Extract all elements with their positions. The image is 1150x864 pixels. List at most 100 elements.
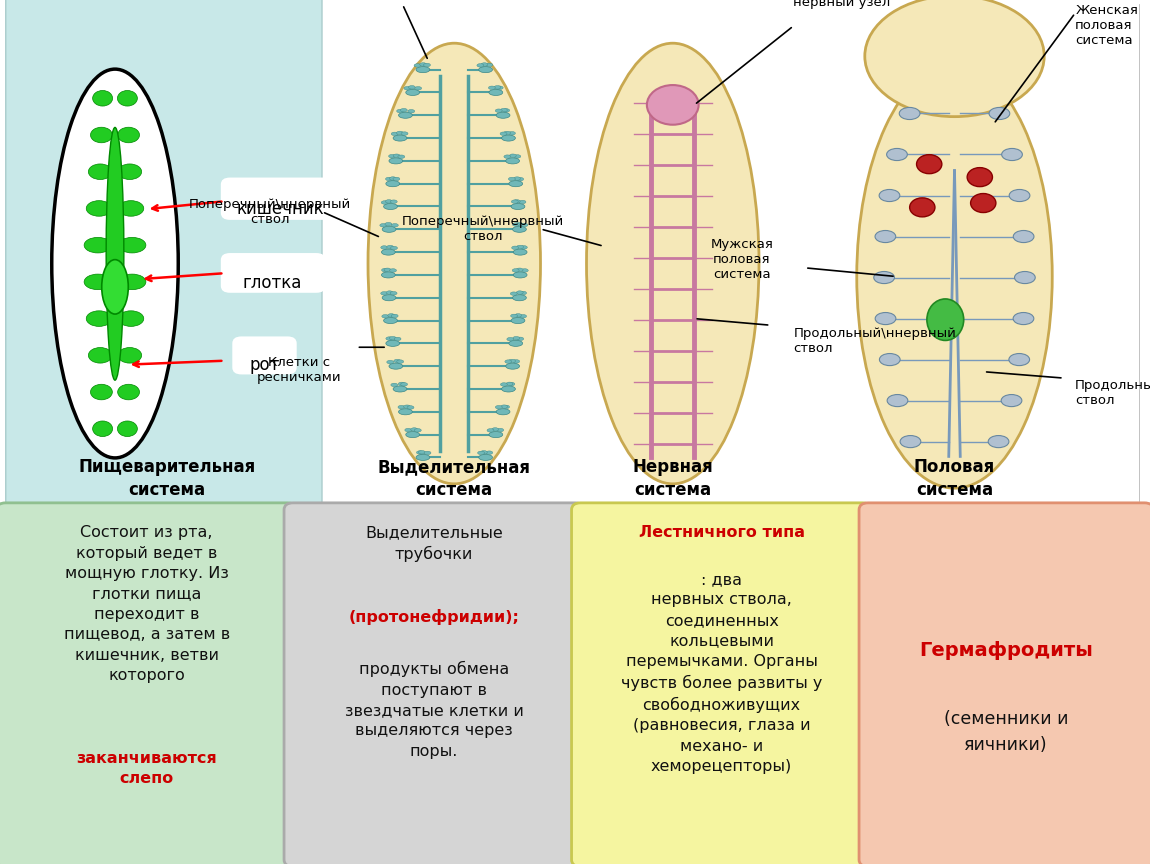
Ellipse shape bbox=[513, 200, 520, 203]
Ellipse shape bbox=[514, 177, 521, 181]
Ellipse shape bbox=[496, 109, 503, 112]
FancyBboxPatch shape bbox=[221, 253, 325, 293]
Ellipse shape bbox=[485, 63, 492, 67]
Ellipse shape bbox=[386, 181, 400, 187]
Ellipse shape bbox=[86, 311, 112, 327]
Ellipse shape bbox=[497, 86, 504, 90]
Text: Состоит из рта,
который ведет в
мощную глотку. Из
глотки пища
переходит в
пищево: Состоит из рта, который ведет в мощную г… bbox=[63, 525, 230, 683]
FancyBboxPatch shape bbox=[284, 503, 584, 864]
Ellipse shape bbox=[1002, 395, 1022, 407]
Ellipse shape bbox=[390, 200, 397, 203]
Ellipse shape bbox=[415, 86, 422, 90]
Ellipse shape bbox=[516, 337, 523, 340]
Ellipse shape bbox=[393, 154, 400, 157]
Ellipse shape bbox=[586, 43, 759, 484]
Ellipse shape bbox=[401, 132, 408, 136]
Ellipse shape bbox=[388, 314, 394, 317]
Ellipse shape bbox=[91, 384, 113, 400]
Ellipse shape bbox=[390, 291, 397, 295]
Ellipse shape bbox=[511, 314, 518, 318]
Ellipse shape bbox=[382, 269, 389, 272]
Ellipse shape bbox=[84, 238, 112, 253]
Ellipse shape bbox=[508, 359, 515, 363]
Ellipse shape bbox=[390, 177, 397, 181]
Ellipse shape bbox=[404, 86, 411, 90]
Text: рот: рот bbox=[250, 356, 279, 374]
Ellipse shape bbox=[385, 200, 392, 203]
Ellipse shape bbox=[382, 226, 396, 232]
Ellipse shape bbox=[1013, 231, 1034, 243]
Ellipse shape bbox=[389, 155, 396, 158]
Ellipse shape bbox=[381, 292, 388, 295]
Ellipse shape bbox=[520, 314, 527, 318]
Ellipse shape bbox=[500, 108, 507, 111]
Ellipse shape bbox=[513, 226, 527, 232]
Ellipse shape bbox=[513, 359, 520, 363]
Ellipse shape bbox=[397, 110, 404, 113]
Ellipse shape bbox=[389, 363, 402, 369]
Text: Головной
нервный узел: Головной нервный узел bbox=[793, 0, 891, 9]
Ellipse shape bbox=[386, 360, 393, 364]
Ellipse shape bbox=[512, 200, 519, 203]
Text: кишечник: кишечник bbox=[237, 200, 324, 219]
Ellipse shape bbox=[521, 269, 528, 272]
Text: Половая
система: Половая система bbox=[914, 458, 995, 499]
Ellipse shape bbox=[496, 112, 509, 118]
Text: Поперечный\ннервный
ствол: Поперечный\ннервный ствол bbox=[189, 198, 352, 226]
Ellipse shape bbox=[477, 64, 484, 67]
Ellipse shape bbox=[917, 155, 942, 174]
Ellipse shape bbox=[477, 451, 484, 454]
Ellipse shape bbox=[501, 386, 515, 392]
Ellipse shape bbox=[391, 314, 398, 318]
Ellipse shape bbox=[393, 386, 407, 392]
Ellipse shape bbox=[489, 90, 503, 96]
Ellipse shape bbox=[503, 405, 509, 409]
Ellipse shape bbox=[398, 155, 405, 158]
FancyBboxPatch shape bbox=[6, 0, 322, 505]
Ellipse shape bbox=[397, 131, 404, 135]
Text: (протонефридии);: (протонефридии); bbox=[348, 609, 520, 626]
Ellipse shape bbox=[424, 451, 431, 454]
Ellipse shape bbox=[382, 249, 396, 255]
Ellipse shape bbox=[91, 127, 113, 143]
Text: Выделительные
трубочки: Выделительные трубочки bbox=[366, 525, 503, 562]
Text: Женская
половая
система: Женская половая система bbox=[1075, 4, 1138, 48]
Ellipse shape bbox=[1009, 353, 1029, 365]
Ellipse shape bbox=[391, 224, 398, 227]
Ellipse shape bbox=[89, 164, 112, 180]
Ellipse shape bbox=[400, 383, 407, 386]
Text: продукты обмена
поступают в
звездчатые клетки и
выделяются через
поры.: продукты обмена поступают в звездчатые к… bbox=[345, 661, 523, 759]
Ellipse shape bbox=[89, 347, 112, 363]
Ellipse shape bbox=[386, 291, 393, 295]
Ellipse shape bbox=[382, 200, 389, 204]
Text: Выделительная
система: Выделительная система bbox=[377, 458, 531, 499]
Ellipse shape bbox=[419, 450, 426, 454]
Ellipse shape bbox=[420, 63, 427, 67]
Ellipse shape bbox=[393, 177, 400, 181]
Ellipse shape bbox=[500, 405, 507, 409]
Ellipse shape bbox=[117, 91, 137, 106]
Ellipse shape bbox=[514, 155, 521, 158]
Ellipse shape bbox=[416, 454, 430, 461]
Ellipse shape bbox=[386, 337, 393, 340]
FancyBboxPatch shape bbox=[221, 178, 340, 220]
Ellipse shape bbox=[513, 272, 527, 278]
Ellipse shape bbox=[865, 0, 1044, 117]
Ellipse shape bbox=[382, 314, 389, 318]
Ellipse shape bbox=[988, 435, 1009, 448]
Ellipse shape bbox=[385, 177, 392, 181]
Ellipse shape bbox=[391, 132, 398, 136]
Ellipse shape bbox=[101, 260, 129, 314]
Ellipse shape bbox=[1013, 313, 1034, 325]
Ellipse shape bbox=[500, 383, 507, 386]
Ellipse shape bbox=[1010, 189, 1030, 201]
Ellipse shape bbox=[505, 359, 512, 363]
Ellipse shape bbox=[86, 200, 112, 216]
Ellipse shape bbox=[481, 451, 488, 454]
Ellipse shape bbox=[910, 198, 935, 217]
Ellipse shape bbox=[971, 194, 996, 213]
Ellipse shape bbox=[496, 405, 503, 409]
Ellipse shape bbox=[899, 107, 920, 119]
Ellipse shape bbox=[408, 86, 415, 89]
Ellipse shape bbox=[500, 132, 507, 136]
